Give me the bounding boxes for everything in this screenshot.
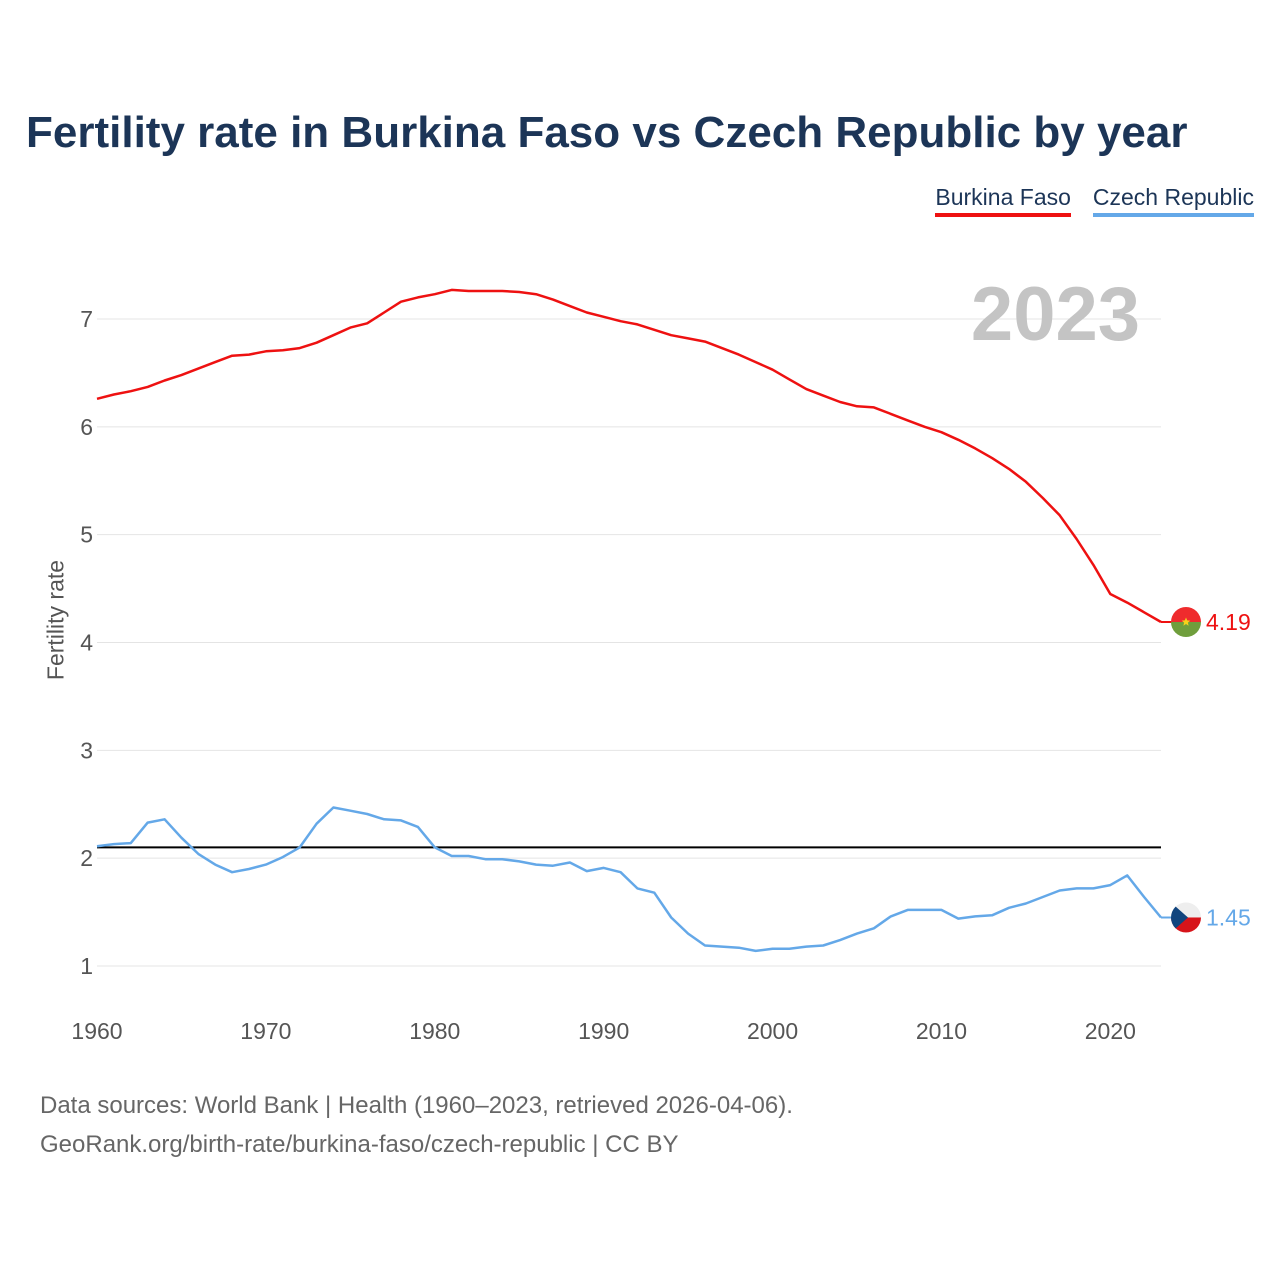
y-tick-label-5: 5 [80,522,93,548]
flag-icon-czech-republic [1171,902,1201,933]
y-tick-label-7: 7 [80,306,93,332]
legend-item-burkina-faso[interactable]: Burkina Faso [935,184,1071,217]
series-line-czech-republic[interactable] [96,806,1162,953]
x-tick-label-1980: 1980 [409,1018,460,1044]
x-tick-label-1960: 1960 [71,1018,122,1044]
footer-url[interactable]: GeoRank.org/birth-rate/burkina-faso/czec… [40,1131,679,1158]
chart-title: Fertility rate in Burkina Faso vs Czech … [26,108,1188,157]
grid-lines [97,318,1161,967]
legend: Burkina Faso Czech Republic [935,184,1254,217]
y-tick-label-1: 1 [80,953,93,979]
y-axis-ticks: 1 2 3 4 5 6 7 [80,306,93,979]
x-tick-label-1990: 1990 [578,1018,629,1044]
x-tick-label-2000: 2000 [747,1018,798,1044]
x-tick-label-2010: 2010 [916,1018,967,1044]
y-tick-label-6: 6 [80,414,93,440]
x-axis-ticks: 1960 1970 1980 1990 2000 2010 2020 [71,1018,1136,1044]
x-tick-label-1970: 1970 [240,1018,291,1044]
flag-icon-burkina-faso [1171,607,1201,638]
y-tick-label-4: 4 [80,630,93,656]
end-value-label-burkina-faso: 4.19 [1206,609,1251,635]
y-tick-label-3: 3 [80,737,93,763]
year-display: 2023 [971,272,1140,357]
legend-item-czech-republic[interactable]: Czech Republic [1092,184,1254,217]
series-line-burkina-faso[interactable] [96,288,1162,624]
x-tick-label-2020: 2020 [1085,1018,1136,1044]
footer: Data sources: World Bank | Health (1960–… [40,1086,793,1164]
y-tick-label-2: 2 [80,845,93,871]
end-value-label-czech-republic: 1.45 [1206,904,1251,930]
series-lines [96,288,1162,953]
series-end-markers: 4.19 1.45 [1161,607,1251,933]
line-chart: 1 2 3 4 5 6 7 1960 1970 1980 1990 2000 2010 2020 202… [71,272,1251,1044]
footer-source: Data sources: World Bank | Health (1960–… [40,1092,793,1119]
